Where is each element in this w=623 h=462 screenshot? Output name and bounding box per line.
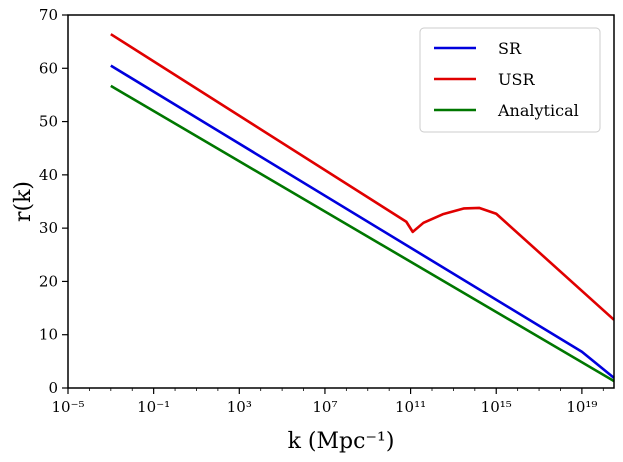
y-tick-label-2: 20 [39, 272, 58, 290]
y-tick-label-7: 70 [39, 6, 58, 24]
series-line-analytical [110, 84, 615, 383]
y-axis-label: r(k) [11, 181, 36, 222]
x-tick-label-2: 10³ [227, 398, 252, 416]
x-tick-label-3: 10⁷ [312, 398, 337, 416]
legend-label-analytical: Analytical [497, 101, 579, 120]
x-tick-label-0: 10⁻⁵ [51, 398, 84, 416]
x-tick-label-1: 10⁻¹ [137, 398, 170, 416]
x-tick-label-5: 10¹⁵ [481, 398, 512, 416]
y-tick-label-4: 40 [39, 166, 58, 184]
y-tick-label-5: 50 [39, 113, 58, 131]
y-tick-label-0: 0 [48, 379, 58, 397]
y-tick-label-3: 30 [39, 219, 58, 237]
series-line-usr [110, 33, 615, 321]
legend-label-usr: USR [498, 70, 535, 89]
x-axis-label: k (Mpc⁻¹) [288, 429, 395, 454]
series-layer [110, 33, 615, 383]
y-tick-label-6: 60 [39, 59, 58, 77]
x-tick-label-4: 10¹¹ [395, 398, 426, 416]
x-tick-label-6: 10¹⁹ [566, 398, 597, 416]
legend-label-sr: SR [498, 39, 522, 58]
plot-frame [67, 14, 615, 389]
legend: SR USR Analytical [419, 27, 601, 133]
ticks-layer: 10⁻⁵ 10⁻¹ 10³ 10⁷ 10¹¹ 10¹⁵ 10¹⁹ 0 10 20 30 40 50 60 7… [39, 6, 604, 416]
y-tick-label-1: 10 [39, 326, 58, 344]
series-line-sr [110, 64, 615, 379]
legend-box [419, 27, 601, 133]
